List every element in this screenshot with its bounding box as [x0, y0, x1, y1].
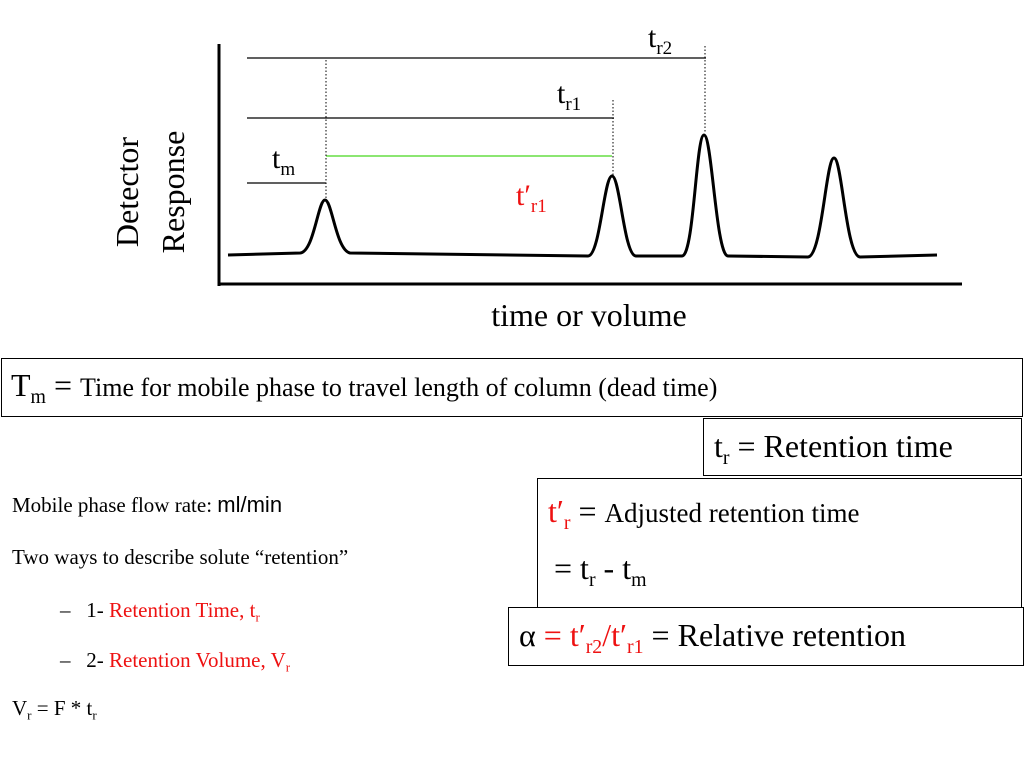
- dead-time-definition: Tm = Time for mobile phase to travel len…: [1, 358, 1023, 417]
- tprime-definition-text: Adjusted retention time: [604, 498, 860, 528]
- y-axis-label-line1: Detector: [109, 137, 145, 248]
- alpha-definition-text: = Relative retention: [643, 617, 906, 653]
- retention-intro: Two ways to describe solute “retention”: [12, 545, 349, 569]
- alpha-ratio: = t′r2/t′r1: [535, 617, 644, 658]
- adjusted-retention-line1: t′r = Adjusted retention time: [548, 493, 1021, 534]
- tr2-label: tr2: [648, 21, 672, 59]
- retention-time-definition: tr = Retention time: [703, 418, 1022, 476]
- tm-symbol: Tm: [11, 367, 46, 408]
- retention-item-1: – 1- Retention Time, tr: [60, 598, 260, 625]
- retention-item-2: – 2- Retention Volume, Vr: [60, 648, 291, 675]
- chromatogram-trace: [227, 133, 938, 259]
- adjusted-retention-line2: = tr - tm: [554, 550, 647, 591]
- x-axis-label: time or volume: [491, 297, 687, 333]
- chromatogram-diagram: tr2 tr1 tm t′r1 Detector Response time o…: [109, 21, 962, 333]
- retention-volume-formula: Vr = F * tr: [12, 696, 97, 723]
- tr1-label: tr1: [557, 77, 581, 115]
- tr-definition-text: = Retention time: [729, 428, 953, 464]
- y-axis-label-line2: Response: [155, 131, 191, 254]
- tm-equals: =: [45, 367, 81, 403]
- tr-symbol: tr: [714, 428, 730, 469]
- tm-definition-text: Time for mobile phase to travel length o…: [80, 373, 718, 402]
- flow-rate-unit: ml/min: [217, 492, 283, 517]
- tprime-equals: =: [570, 493, 605, 529]
- tprime-symbol: t′r: [548, 493, 571, 534]
- relative-retention-definition: α = t′r2/t′r1 = Relative retention: [508, 607, 1024, 666]
- tm-label: tm: [272, 142, 295, 180]
- adjusted-retention-definition: t′r = Adjusted retention time = tr - tm: [537, 478, 1022, 608]
- tprime-r1-label: t′r1: [516, 179, 547, 217]
- flow-rate-note: Mobile phase flow rate: ml/min: [12, 492, 283, 517]
- alpha-symbol: α: [519, 617, 536, 653]
